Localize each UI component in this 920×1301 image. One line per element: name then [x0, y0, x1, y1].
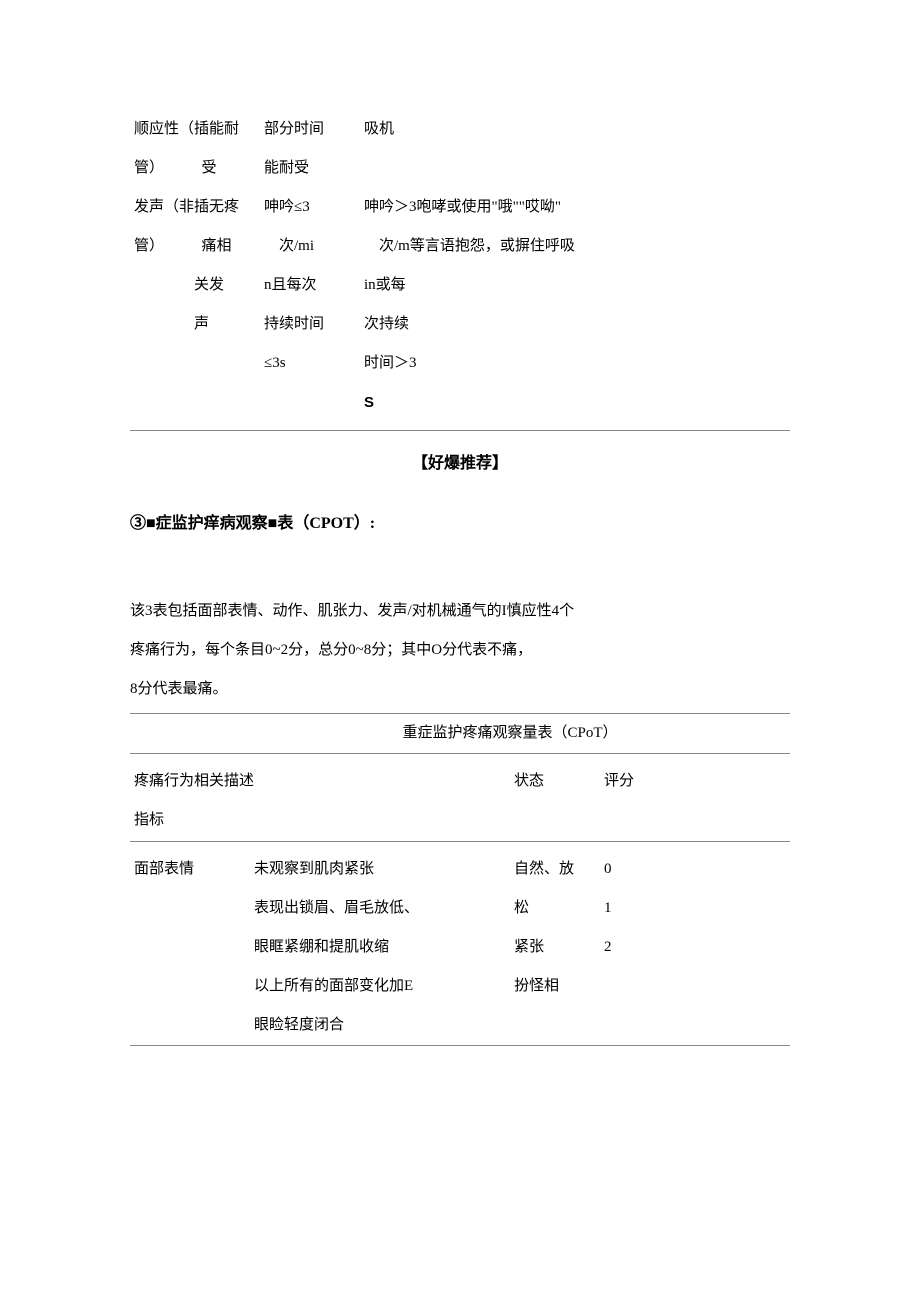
t1-cell: [260, 383, 360, 422]
cpot-status: 松: [510, 889, 600, 928]
cpot-score: [600, 967, 790, 1006]
t1-cell: 声: [130, 305, 260, 344]
t1-cell: 时间＞3: [360, 344, 790, 383]
section-title-suffix: ）:: [354, 515, 375, 532]
t1-cell: in或每: [360, 266, 790, 305]
t1-cell: 吸机: [360, 110, 790, 149]
t1-cell: 管） 痛相: [130, 227, 260, 266]
table1-row: ≤3s 时间＞3: [130, 344, 790, 383]
cpot-score: 1: [600, 889, 790, 928]
cpot-body-row: 眼睑轻度闭合: [130, 1006, 790, 1045]
cpot-header-row: 疼痛行为相关描述 指标 状态 评分: [130, 754, 790, 840]
table1-row: 管） 痛相 次/mi 次/m等言语抱怨，或摒住呼吸: [130, 227, 790, 266]
body-para: 该3表包括面部表情、动作、肌张力、发声/对机械通气的I慎应性4个: [130, 592, 790, 631]
cpot-table-title: 重症监护疼痛观察量表（CPoT）: [130, 713, 790, 754]
t1-cell: S: [360, 383, 790, 422]
body-para: 8分代表最痛。: [130, 670, 790, 709]
cpot-body-row: 面部表情 未观察到肌肉紧张 自然、放 0: [130, 841, 790, 889]
cpot-status: [510, 1006, 600, 1045]
cpot-table: 重症监护疼痛观察量表（CPoT） 疼痛行为相关描述 指标 状态 评分 面部表情 …: [130, 713, 790, 1046]
cpot-indicator: 面部表情: [130, 841, 250, 889]
t1-cell: [130, 344, 260, 383]
t1-cell: 能耐受: [260, 149, 360, 188]
cpot-header-c1: 疼痛行为相关描述: [134, 762, 506, 801]
t1-cell: [360, 149, 790, 188]
table1-row: 声 持续时间 次持续: [130, 305, 790, 344]
body-para: 疼痛行为，每个条目0~2分，总分0~8分；其中O分代表不痛，: [130, 631, 790, 670]
table1-row: 管） 受 能耐受: [130, 149, 790, 188]
table1-row: 顺应性（插能耐 部分时间 吸机: [130, 110, 790, 149]
t1-cell: 发声（非插无疼: [130, 188, 260, 227]
t1-cell: 顺应性（插能耐: [130, 110, 260, 149]
cpot-score: 0: [600, 841, 790, 889]
t1-cell: 次持续: [360, 305, 790, 344]
cpot-status: 自然、放: [510, 841, 600, 889]
cpot-desc: 以上所有的面部变化加E: [250, 967, 510, 1006]
cpot-body-row: 表现出锁眉、眉毛放低、 松 1: [130, 889, 790, 928]
section-title: ③■症监护痒病观察■表（CPOT）:: [130, 503, 790, 553]
table1-row: 关发 n且每次 in或每: [130, 266, 790, 305]
t1-cell: [130, 383, 260, 422]
cpot-header-status: 状态: [510, 754, 600, 840]
cpot-desc: 眼睑轻度闭合: [250, 1006, 510, 1045]
recommend-header: 【好爆推荐】: [130, 431, 790, 503]
table1-row: S: [130, 383, 790, 422]
cpot-header-score: 评分: [600, 754, 790, 840]
t1-cell: 管） 受: [130, 149, 260, 188]
t1-cell: 次/m等言语抱怨，或摒住呼吸: [360, 227, 790, 266]
cpot-status: 扮怪相: [510, 967, 600, 1006]
cpot-body-row: 眼眶紧绷和提肌收缩 紧张 2: [130, 928, 790, 967]
t1-cell: 次/mi: [260, 227, 360, 266]
t1-cell: 呻吟＞3咆哮或使用"哦""哎呦": [360, 188, 790, 227]
cpot-score: 2: [600, 928, 790, 967]
body-text: 该3表包括面部表情、动作、肌张力、发声/对机械通气的I慎应性4个 疼痛行为，每个…: [130, 552, 790, 713]
cpot-score: [600, 1006, 790, 1045]
cpot-desc: 眼眶紧绷和提肌收缩: [250, 928, 510, 967]
t1-cell: n且每次: [260, 266, 360, 305]
t1-cell: 持续时间: [260, 305, 360, 344]
divider: [130, 1045, 790, 1046]
t1-cell: 呻吟≤3: [260, 188, 360, 227]
cpot-label: CPOT: [309, 515, 353, 532]
t1-cell: 部分时间: [260, 110, 360, 149]
cpot-header-indicator: 疼痛行为相关描述 指标: [130, 754, 510, 840]
section-title-prefix: ③■症监护痒病观察■表（: [130, 515, 309, 532]
t1-cell: 关发: [130, 266, 260, 305]
cpot-body-row: 以上所有的面部变化加E 扮怪相: [130, 967, 790, 1006]
cpot-desc: 未观察到肌肉紧张: [250, 841, 510, 889]
cpot-status: 紧张: [510, 928, 600, 967]
cpot-header-c1-sub: 指标: [134, 801, 506, 840]
top-partial-table: 顺应性（插能耐 部分时间 吸机 管） 受 能耐受 发声（非插无疼 呻吟≤3 呻吟…: [130, 110, 790, 422]
t1-cell: ≤3s: [260, 344, 360, 383]
cpot-desc: 表现出锁眉、眉毛放低、: [250, 889, 510, 928]
table1-row: 发声（非插无疼 呻吟≤3 呻吟＞3咆哮或使用"哦""哎呦": [130, 188, 790, 227]
